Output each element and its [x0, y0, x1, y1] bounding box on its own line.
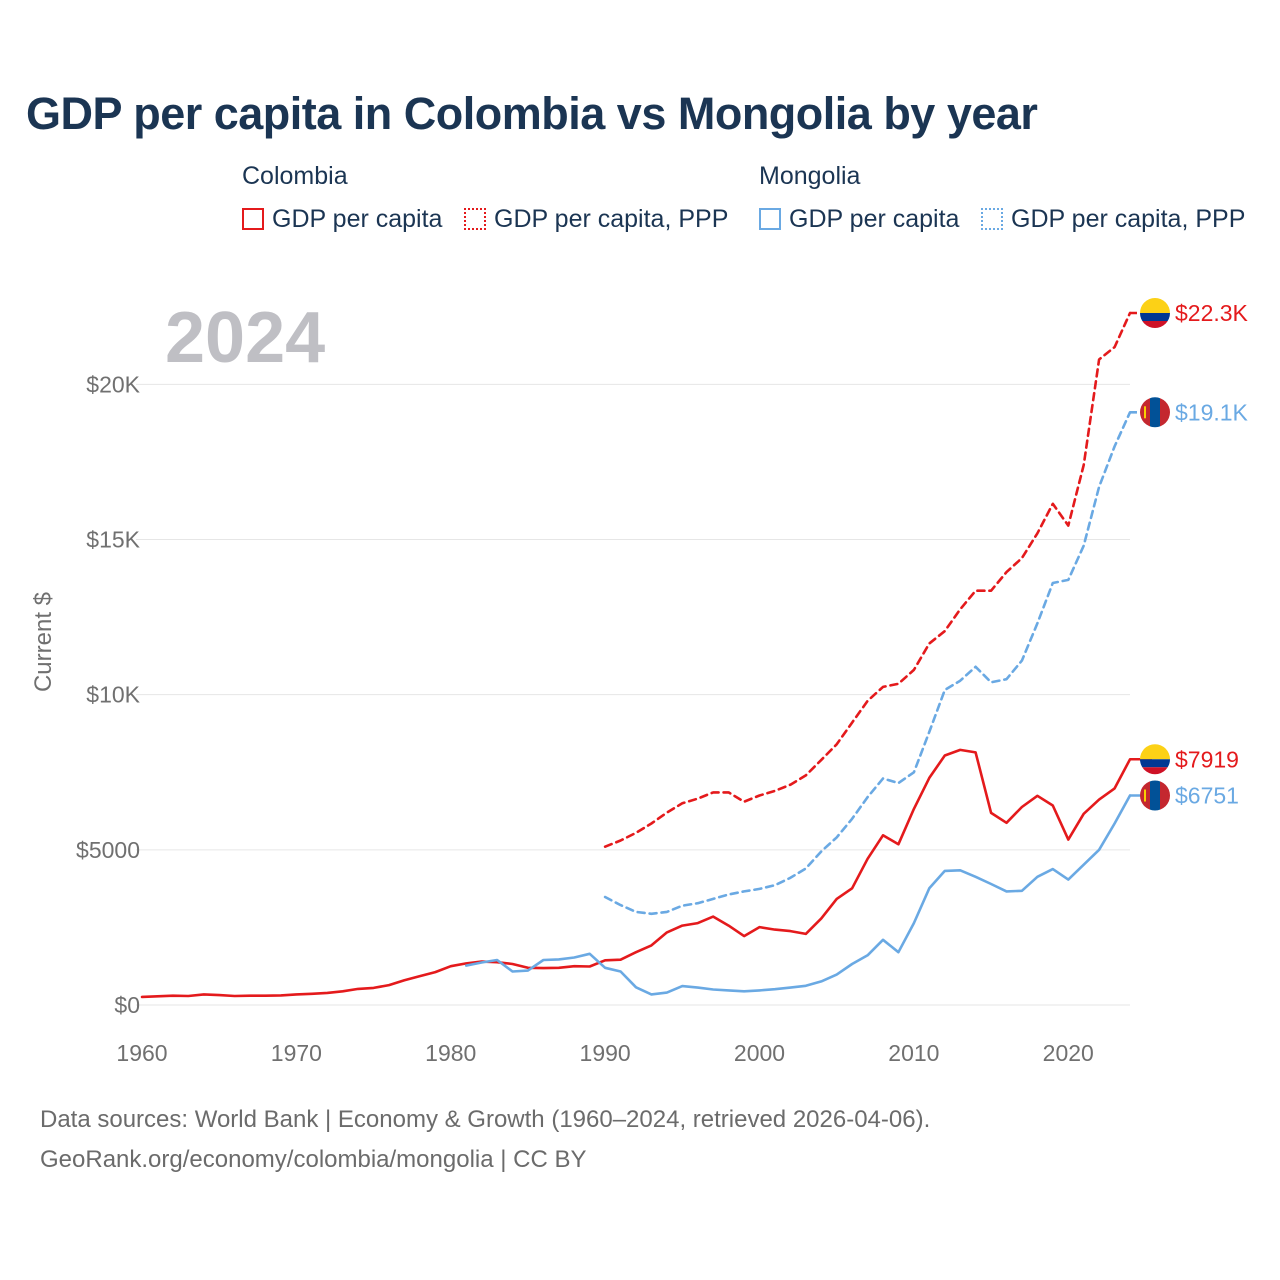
y-tick-label: $20K — [86, 371, 140, 397]
end-value-label: $19.1K — [1175, 399, 1249, 425]
legend-colombia-ppp[interactable]: GDP per capita, PPP — [464, 203, 728, 235]
mongolia-flag-icon — [1140, 780, 1170, 811]
end-value-label: $22.3K — [1175, 300, 1249, 326]
legend-label-mongolia-gdp: GDP per capita — [789, 204, 960, 233]
legend-swatch-colombia-gdp — [242, 208, 264, 230]
y-axis-label: Current $ — [30, 592, 57, 692]
x-tick-label: 2000 — [734, 1040, 785, 1066]
series-line-mongolia-ppp — [603, 411, 1132, 916]
legend-swatch-mongolia-gdp — [759, 208, 781, 230]
legend-swatch-colombia-ppp — [464, 208, 486, 230]
series-line-colombia-gdp — [140, 748, 1132, 999]
year-watermark: 2024 — [165, 298, 325, 378]
y-tick-label: $0 — [114, 992, 140, 1018]
series-line-colombia-ppp — [603, 311, 1132, 848]
x-tick-label: 1970 — [271, 1040, 322, 1066]
y-tick-label: $15K — [86, 527, 140, 553]
legend-label-colombia-ppp: GDP per capita, PPP — [494, 204, 729, 233]
legend-label-mongolia-ppp: GDP per capita, PPP — [1011, 204, 1246, 233]
y-tick-label: $5000 — [76, 837, 140, 863]
legend-mongolia-gdp[interactable]: GDP per capita — [759, 203, 959, 235]
x-tick-label: 1960 — [116, 1040, 167, 1066]
mongolia-flag-icon — [1140, 397, 1170, 428]
legend-swatch-mongolia-ppp — [981, 208, 1003, 230]
colombia-flag-icon — [1140, 744, 1170, 775]
footer-sources: Data sources: World Bank | Economy & Gro… — [40, 1106, 931, 1133]
colombia-flag-icon — [1140, 298, 1170, 328]
legend-mongolia-title: Mongolia — [759, 162, 861, 190]
x-tick-label: 1990 — [580, 1040, 631, 1066]
legend-mongolia-ppp[interactable]: GDP per capita, PPP — [981, 203, 1245, 235]
footer-credit: GeoRank.org/economy/colombia/mongolia | … — [40, 1146, 587, 1173]
end-value-label: $6751 — [1175, 783, 1239, 809]
y-tick-label: $10K — [86, 682, 140, 708]
legend-label-colombia-gdp: GDP per capita — [272, 204, 443, 233]
chart-title: GDP per capita in Colombia vs Mongolia b… — [26, 88, 1038, 139]
legend-colombia-title: Colombia — [242, 162, 348, 190]
x-tick-label: 1980 — [425, 1040, 476, 1066]
series-line-mongolia-gdp — [464, 794, 1132, 996]
end-value-label: $7919 — [1175, 746, 1239, 772]
legend-colombia-gdp[interactable]: GDP per capita — [242, 203, 442, 235]
x-tick-label: 2010 — [888, 1040, 939, 1066]
x-tick-label: 2020 — [1043, 1040, 1094, 1066]
